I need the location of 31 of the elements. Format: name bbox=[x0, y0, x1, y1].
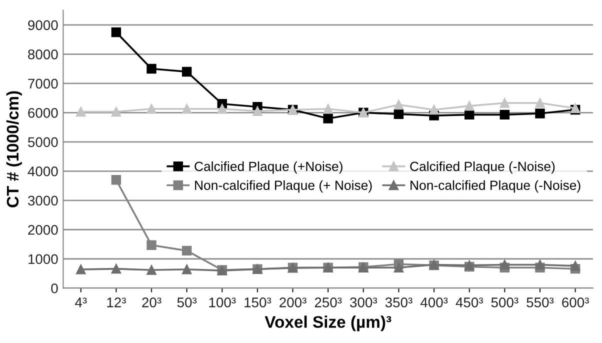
x-tick-label: 100³ bbox=[209, 298, 236, 308]
y-tick-label: 0 bbox=[51, 283, 58, 294]
y-axis-title: CT # (1000/cm) bbox=[6, 91, 22, 208]
y-tick-label: 7000 bbox=[28, 78, 58, 89]
x-tick-label: 20³ bbox=[142, 298, 162, 308]
legend-label: Non-calcified Plaque (+ Noise) bbox=[195, 180, 372, 193]
y-tick-label: 3000 bbox=[28, 196, 58, 206]
x-tick-label: 200³ bbox=[280, 298, 306, 308]
y-tick-label: 2000 bbox=[28, 224, 58, 235]
y-tick-label: 1000 bbox=[28, 254, 58, 264]
x-tick-label: 50³ bbox=[177, 298, 197, 308]
x-axis-title: Voxel Size (µm)³ bbox=[264, 316, 392, 332]
y-tick-label: 9000 bbox=[28, 20, 58, 30]
legend-label: Calcified Plaque (-Noise) bbox=[410, 161, 555, 174]
x-tick-label: 400³ bbox=[420, 298, 448, 308]
x-tick-label: 500³ bbox=[491, 298, 518, 308]
x-tick-label: 350³ bbox=[385, 298, 412, 308]
y-tick-label: 8000 bbox=[28, 49, 58, 60]
legend-label: Calcified Plaque (+Noise) bbox=[194, 161, 342, 174]
y-tick-label: 4000 bbox=[28, 166, 58, 176]
x-tick-label: 150³ bbox=[244, 298, 272, 308]
x-tick-label: 12³ bbox=[107, 298, 126, 308]
x-tick-label: 250³ bbox=[314, 298, 342, 308]
legend-label: Non-calcified Plaque (-Noise) bbox=[410, 180, 580, 193]
x-tick-label: 550³ bbox=[526, 298, 554, 308]
y-tick-label: 6000 bbox=[28, 108, 58, 118]
x-tick-label: 450³ bbox=[456, 298, 483, 308]
x-tick-label: 4³ bbox=[75, 298, 87, 308]
y-tick-label: 5000 bbox=[28, 137, 58, 148]
x-tick-label: 600³ bbox=[562, 298, 589, 308]
x-tick-label: 300³ bbox=[350, 298, 378, 308]
